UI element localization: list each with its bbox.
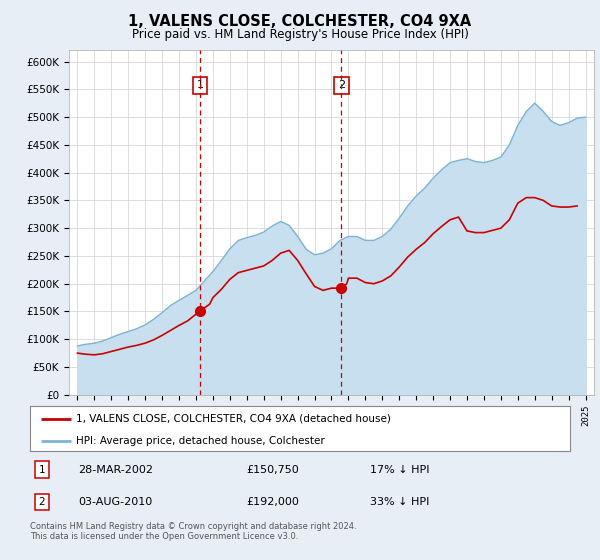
Text: 2: 2 bbox=[38, 497, 45, 507]
Text: 1: 1 bbox=[196, 81, 203, 90]
Text: 1, VALENS CLOSE, COLCHESTER, CO4 9XA (detached house): 1, VALENS CLOSE, COLCHESTER, CO4 9XA (de… bbox=[76, 413, 391, 423]
Text: 03-AUG-2010: 03-AUG-2010 bbox=[79, 497, 153, 507]
Text: 17% ↓ HPI: 17% ↓ HPI bbox=[370, 465, 430, 475]
Text: 1: 1 bbox=[38, 465, 45, 475]
Text: 33% ↓ HPI: 33% ↓ HPI bbox=[370, 497, 430, 507]
Text: Contains HM Land Registry data © Crown copyright and database right 2024.
This d: Contains HM Land Registry data © Crown c… bbox=[30, 522, 356, 542]
Text: Price paid vs. HM Land Registry's House Price Index (HPI): Price paid vs. HM Land Registry's House … bbox=[131, 28, 469, 41]
Text: £150,750: £150,750 bbox=[246, 465, 299, 475]
Text: £192,000: £192,000 bbox=[246, 497, 299, 507]
Text: 1, VALENS CLOSE, COLCHESTER, CO4 9XA: 1, VALENS CLOSE, COLCHESTER, CO4 9XA bbox=[128, 14, 472, 29]
Text: 2: 2 bbox=[338, 81, 345, 90]
Text: HPI: Average price, detached house, Colchester: HPI: Average price, detached house, Colc… bbox=[76, 436, 325, 446]
Text: 28-MAR-2002: 28-MAR-2002 bbox=[79, 465, 154, 475]
